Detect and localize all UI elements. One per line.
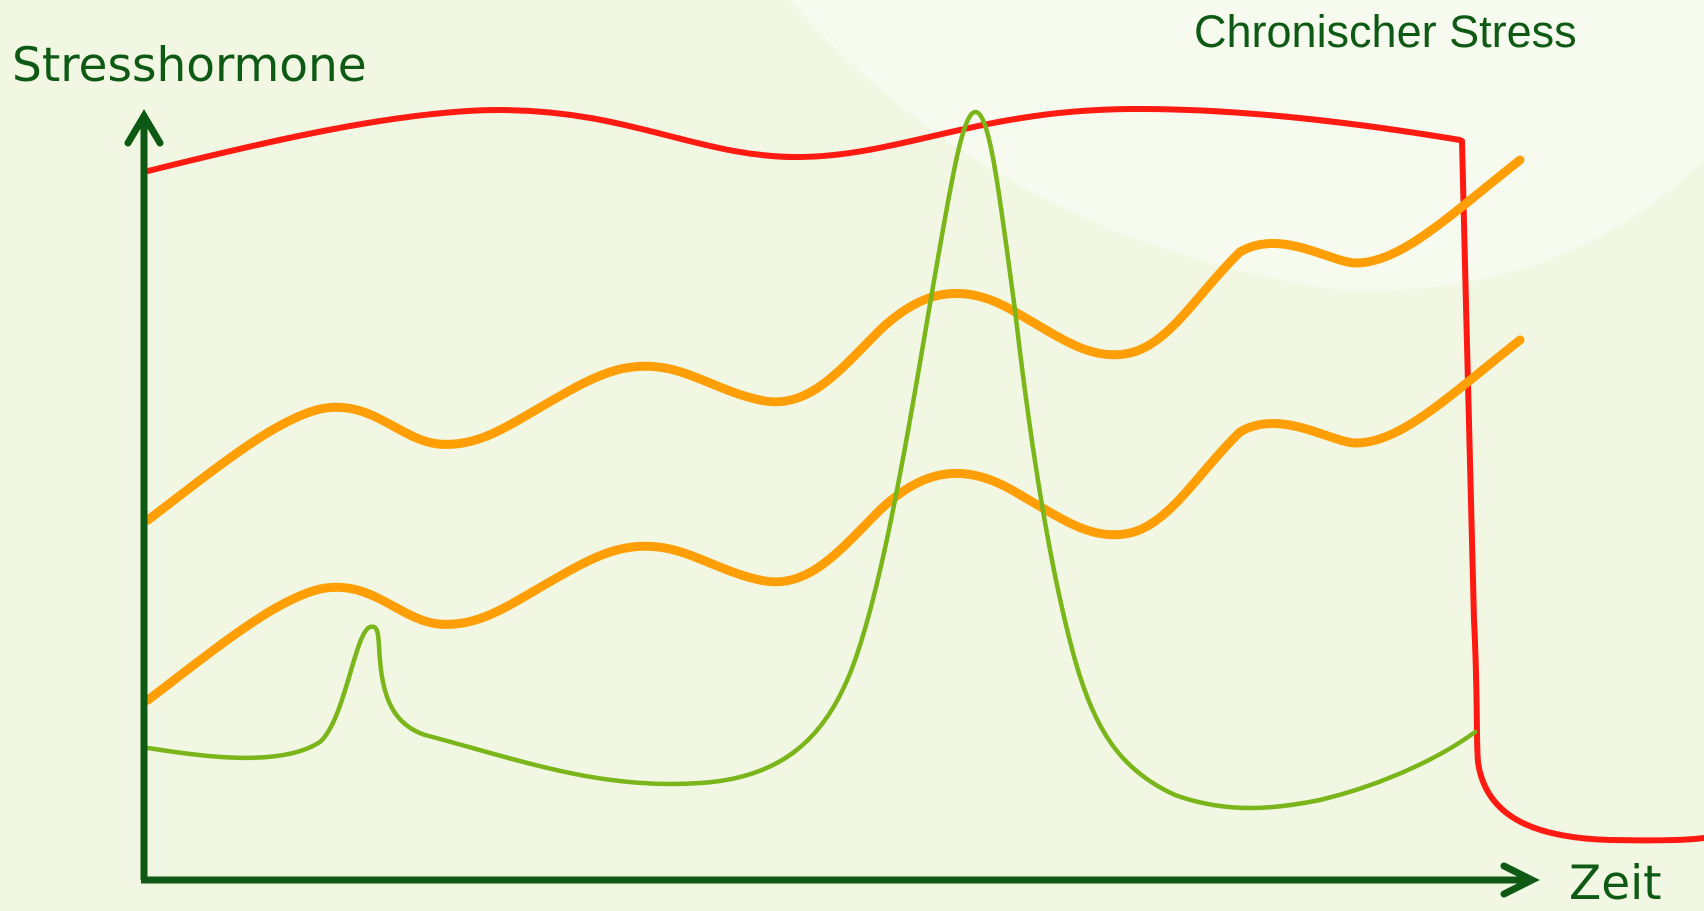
x-axis-label: Zeit — [1569, 856, 1662, 911]
x-axis-arrowhead — [1500, 862, 1540, 898]
diagram-title: Chronischer Stress — [1194, 6, 1577, 57]
orange-stress-curve-upper — [143, 155, 1525, 525]
background-glow — [790, 0, 1704, 291]
y-axis-arrowhead — [124, 109, 164, 147]
y-axis-label: Stresshormone — [12, 38, 367, 93]
acute-stress-curve — [145, 109, 1478, 811]
chronic-stress-curve — [145, 105, 1704, 844]
orange-stress-curve-lower — [143, 335, 1525, 705]
